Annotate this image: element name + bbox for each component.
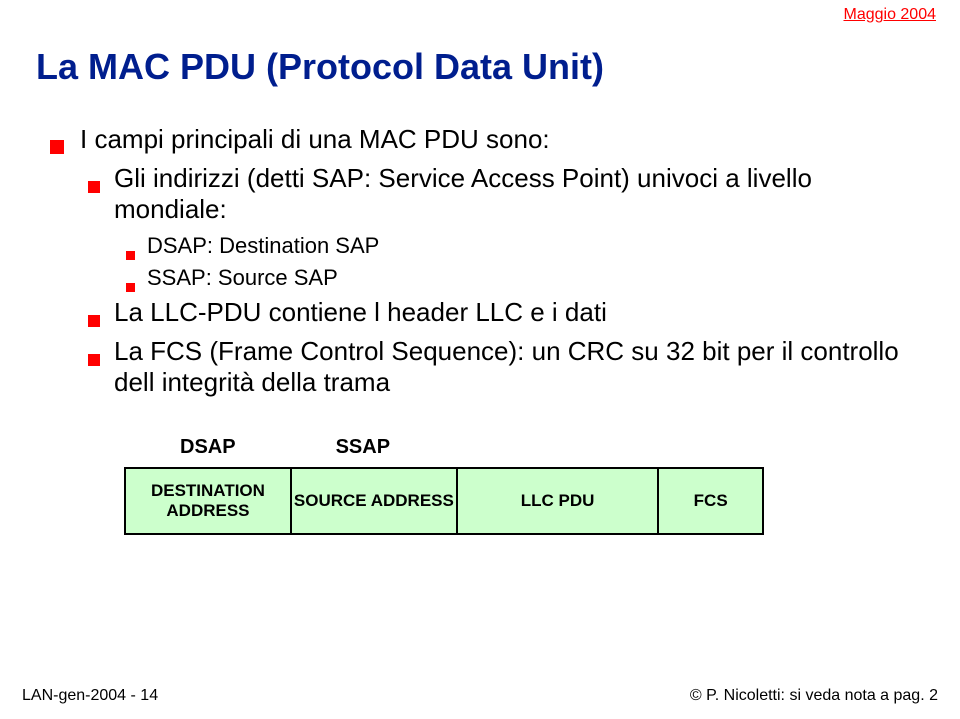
diagram-labels: DSAP SSAP xyxy=(124,436,764,459)
bullet-list: I campi principali di una MAC PDU sono: … xyxy=(50,124,924,398)
dsap-label: DSAP xyxy=(180,436,236,459)
bullet-item: DSAP: Destination SAP xyxy=(126,233,924,259)
square-bullet-icon xyxy=(50,140,64,154)
cell-fcs: FCS xyxy=(659,469,762,533)
square-bullet-icon xyxy=(88,181,100,193)
ssap-label: SSAP xyxy=(336,436,390,459)
bullet-item: La FCS (Frame Control Sequence): un CRC … xyxy=(88,336,924,398)
pdu-diagram: DSAP SSAP DESTINATION ADDRESS SOURCE ADD… xyxy=(124,436,764,535)
page-footer: LAN-gen-2004 - 14 © P. Nicoletti: si ved… xyxy=(0,687,960,705)
bullet-text: La LLC-PDU contiene l header LLC e i dat… xyxy=(114,297,607,328)
bullet-text: DSAP: Destination SAP xyxy=(147,233,379,259)
page-title: La MAC PDU (Protocol Data Unit) xyxy=(36,46,924,88)
cell-destination-address: DESTINATION ADDRESS xyxy=(126,469,292,533)
bullet-text: SSAP: Source SAP xyxy=(147,265,338,291)
diagram-cells-row: DESTINATION ADDRESS SOURCE ADDRESS LLC P… xyxy=(124,467,764,535)
footer-left: LAN-gen-2004 - 14 xyxy=(22,687,158,705)
bullet-item: I campi principali di una MAC PDU sono: xyxy=(50,124,924,155)
bullet-item: SSAP: Source SAP xyxy=(126,265,924,291)
cell-source-address: SOURCE ADDRESS xyxy=(292,469,458,533)
bullet-text: Gli indirizzi (detti SAP: Service Access… xyxy=(114,163,924,225)
bullet-item: La LLC-PDU contiene l header LLC e i dat… xyxy=(88,297,924,328)
footer-right: © P. Nicoletti: si veda nota a pag. 2 xyxy=(690,687,938,705)
header-date: Maggio 2004 xyxy=(843,6,936,23)
square-bullet-icon xyxy=(88,315,100,327)
square-bullet-icon xyxy=(126,283,135,292)
bullet-text: I campi principali di una MAC PDU sono: xyxy=(80,124,550,155)
cell-llc-pdu: LLC PDU xyxy=(458,469,659,533)
bullet-item: Gli indirizzi (detti SAP: Service Access… xyxy=(88,163,924,225)
square-bullet-icon xyxy=(88,354,100,366)
square-bullet-icon xyxy=(126,251,135,260)
bullet-text: La FCS (Frame Control Sequence): un CRC … xyxy=(114,336,924,398)
